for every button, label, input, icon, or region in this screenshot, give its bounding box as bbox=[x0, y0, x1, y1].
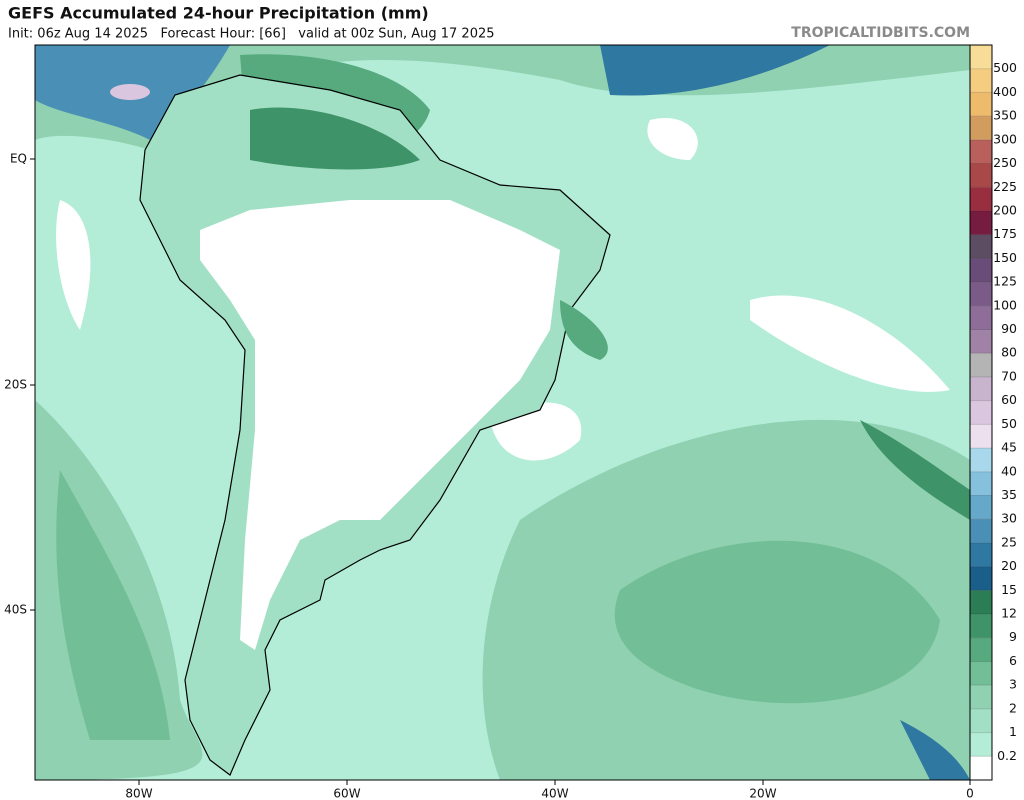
colorbar-label: 50 bbox=[1001, 416, 1017, 431]
colorbar-label: 175 bbox=[993, 226, 1017, 241]
colorbar-label: 15 bbox=[1001, 582, 1017, 597]
colorbar-segment bbox=[970, 376, 992, 401]
lon-label: 60W bbox=[333, 787, 360, 800]
colorbar-label: 0.2 bbox=[997, 748, 1017, 763]
colorbar-label: 150 bbox=[993, 250, 1017, 265]
colorbar-segment bbox=[970, 756, 992, 780]
colorbar-label: 1 bbox=[1009, 724, 1017, 739]
subtitle: Init: 06z Aug 14 2025 Forecast Hour: [66… bbox=[8, 27, 495, 42]
colorbar-segment bbox=[970, 685, 992, 709]
title: GEFS Accumulated 24-hour Precipitation (… bbox=[8, 4, 429, 23]
colorbar-segment bbox=[970, 471, 992, 496]
colorbar-segment bbox=[970, 282, 992, 306]
precip-area bbox=[250, 107, 420, 170]
colorbar-label: 30 bbox=[1001, 511, 1017, 526]
lon-label: 80W bbox=[125, 787, 152, 800]
axes: 80W 60W 40W 20W 0 EQ 20S 40S bbox=[4, 152, 974, 800]
colorbar-segment bbox=[970, 424, 992, 449]
colorbar-segment bbox=[970, 566, 992, 591]
lon-label: 40W bbox=[541, 787, 568, 800]
lat-label: 20S bbox=[4, 378, 27, 392]
colorbar-segment bbox=[970, 68, 992, 93]
colorbar-label: 6 bbox=[1009, 653, 1017, 668]
colorbar-label: 60 bbox=[1001, 392, 1017, 407]
precip-area bbox=[614, 540, 940, 704]
map bbox=[35, 45, 970, 780]
colorbar-segment bbox=[970, 661, 992, 686]
colorbar-segment bbox=[970, 234, 992, 259]
colorbar-label: 40 bbox=[1001, 463, 1017, 478]
colorbar-segment bbox=[970, 187, 992, 211]
colorbar-segment bbox=[970, 542, 992, 567]
colorbar-segment bbox=[970, 519, 992, 543]
colorbar-label: 300 bbox=[993, 131, 1017, 146]
colorbar-label: 9 bbox=[1009, 629, 1017, 644]
colorbar-segment bbox=[970, 258, 992, 283]
precip-area bbox=[600, 45, 830, 96]
colorbar-segment bbox=[970, 92, 992, 117]
precip-area bbox=[560, 300, 608, 360]
colorbar-segment bbox=[970, 329, 992, 354]
colorbar-segment bbox=[970, 732, 992, 757]
colorbar-segment bbox=[970, 45, 992, 69]
colorbar-label: 12 bbox=[1001, 606, 1017, 621]
colorbar-label: 20 bbox=[1001, 558, 1017, 573]
colorbar-segment bbox=[970, 637, 992, 662]
colorbar-label: 250 bbox=[993, 155, 1017, 170]
precip-area bbox=[110, 84, 150, 100]
colorbar-segment bbox=[970, 708, 992, 733]
colorbar: 0.21236912152025303540455060708090100125… bbox=[969, 44, 1017, 781]
colorbar-segment bbox=[970, 305, 992, 330]
colorbar-label: 100 bbox=[993, 297, 1017, 312]
colorbar-label: 400 bbox=[993, 84, 1017, 99]
colorbar-frame bbox=[969, 44, 993, 781]
site: TROPICALTIDBITS.COM bbox=[791, 25, 970, 41]
colorbar-label: 45 bbox=[1001, 440, 1017, 455]
precip-area bbox=[860, 420, 970, 520]
colorbar-label: 25 bbox=[1001, 534, 1017, 549]
precip-area bbox=[56, 470, 170, 740]
colorbar-label: 90 bbox=[1001, 321, 1017, 336]
colorbar-segment bbox=[970, 495, 992, 520]
colorbar-segment bbox=[970, 448, 992, 472]
precip-area bbox=[900, 720, 970, 780]
colorbar-label: 500 bbox=[993, 60, 1017, 75]
colorbar-label: 200 bbox=[993, 202, 1017, 217]
lat-label: 40S bbox=[4, 603, 27, 617]
colorbar-label: 80 bbox=[1001, 345, 1017, 360]
lat-label: EQ bbox=[10, 152, 27, 166]
colorbar-label: 225 bbox=[993, 179, 1017, 194]
colorbar-segment bbox=[970, 163, 992, 188]
lon-label: 0 bbox=[966, 787, 974, 800]
colorbar-segment bbox=[970, 353, 992, 377]
colorbar-segment bbox=[970, 590, 992, 615]
colorbar-segment bbox=[970, 116, 992, 140]
colorbar-segment bbox=[970, 400, 992, 425]
colorbar-segment bbox=[970, 139, 992, 164]
colorbar-segment bbox=[970, 210, 992, 235]
colorbar-label: 2 bbox=[1009, 700, 1017, 715]
colorbar-label: 35 bbox=[1001, 487, 1017, 502]
lon-label: 20W bbox=[749, 787, 776, 800]
colorbar-label: 350 bbox=[993, 108, 1017, 123]
colorbar-label: 125 bbox=[993, 274, 1017, 289]
colorbar-segment bbox=[970, 614, 992, 638]
colorbar-label: 3 bbox=[1009, 677, 1017, 692]
colorbar-label: 70 bbox=[1001, 368, 1017, 383]
dry-area bbox=[200, 200, 560, 650]
